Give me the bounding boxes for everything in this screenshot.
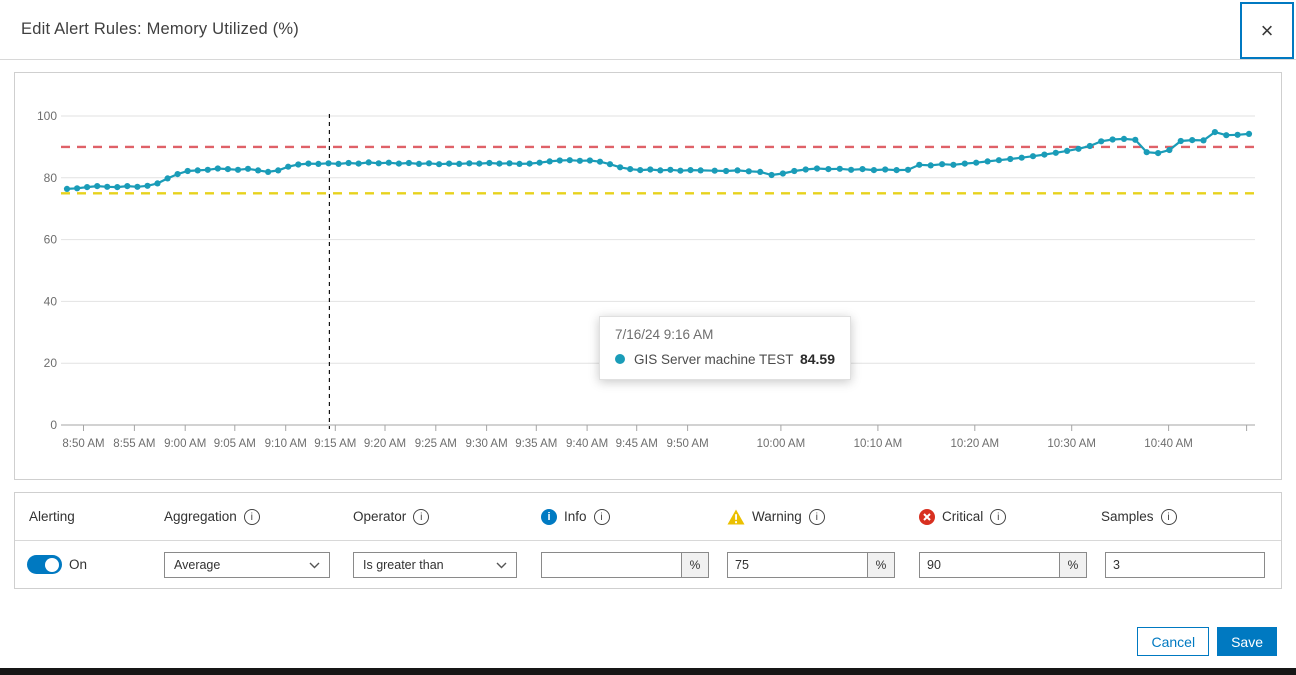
table-header-row: Alerting Aggregation i Operator i i Info… [15,493,1281,541]
svg-text:0: 0 [50,418,57,432]
warning-triangle-icon [727,509,745,525]
close-button[interactable]: × [1240,2,1294,59]
chart-tooltip: 7/16/24 9:16 AM GIS Server machine TEST … [599,316,851,380]
svg-text:9:35 AM: 9:35 AM [515,438,557,450]
svg-text:9:05 AM: 9:05 AM [214,438,256,450]
info-threshold-input[interactable] [541,551,682,578]
svg-text:8:55 AM: 8:55 AM [113,438,155,450]
info-info-icon[interactable]: i [593,508,610,525]
svg-text:10:20 AM: 10:20 AM [951,438,1000,450]
svg-text:40: 40 [44,294,58,308]
warning-threshold-input[interactable] [727,551,868,578]
dialog-title: Edit Alert Rules: Memory Utilized (%) [21,20,299,38]
header-operator: Operator i [353,493,430,540]
alert-rules-table: Alerting Aggregation i Operator i i Info… [14,492,1282,589]
svg-text:10:40 AM: 10:40 AM [1144,438,1193,450]
chevron-down-icon [496,558,507,572]
svg-text:9:25 AM: 9:25 AM [415,438,457,450]
aggregation-select[interactable]: Average [164,551,330,578]
samples-info-icon[interactable]: i [1160,508,1177,525]
info-threshold-cell: % [541,541,709,588]
svg-text:9:20 AM: 9:20 AM [364,438,406,450]
svg-text:9:45 AM: 9:45 AM [616,438,658,450]
alerting-toggle[interactable] [27,555,62,574]
cancel-button[interactable]: Cancel [1137,627,1210,656]
critical-info-icon[interactable]: i [990,508,1007,525]
header-samples: Samples i [1101,493,1177,540]
svg-text:10:10 AM: 10:10 AM [854,438,903,450]
aggregation-info-icon[interactable]: i [243,508,260,525]
critical-threshold-input[interactable] [919,551,1060,578]
warning-threshold-cell: % [727,541,895,588]
svg-text:9:30 AM: 9:30 AM [465,438,507,450]
save-button[interactable]: Save [1217,627,1277,656]
header-info: i Info i [541,493,610,540]
critical-circle-icon [919,508,935,525]
tooltip-datetime: 7/16/24 9:16 AM [615,327,714,342]
svg-text:9:15 AM: 9:15 AM [314,438,356,450]
window-bottom-edge [0,668,1296,675]
samples-cell [1105,541,1265,588]
svg-text:9:50 AM: 9:50 AM [666,438,708,450]
header-warning: Warning i [727,493,825,540]
chart-panel: 100 80 60 40 20 0 8:50 AM 8:55 AM 9:00 AM 9:05 AM… [14,72,1282,480]
warning-info-icon[interactable]: i [808,508,825,525]
svg-text:10:00 AM: 10:00 AM [757,438,806,450]
svg-text:9:00 AM: 9:00 AM [164,438,206,450]
svg-text:10:30 AM: 10:30 AM [1047,438,1096,450]
info-status-icon: i [541,508,557,525]
aggregation-cell: Average [164,541,330,588]
close-icon: × [1260,17,1274,43]
table-control-row: On Average Is greater than [15,541,1281,588]
svg-text:60: 60 [44,233,58,247]
alerting-state-label: On [69,557,88,572]
svg-text:8:50 AM: 8:50 AM [62,438,104,450]
dialog-header: Edit Alert Rules: Memory Utilized (%) [0,0,1296,60]
dialog-footer: Cancel Save [1137,627,1277,656]
critical-unit-label: % [1059,551,1087,578]
chevron-down-icon [309,558,320,572]
header-critical: Critical i [919,493,1007,540]
series-dot-icon [615,354,625,364]
critical-threshold-cell: % [919,541,1087,588]
svg-text:9:10 AM: 9:10 AM [265,438,307,450]
svg-text:20: 20 [44,356,58,370]
svg-text:80: 80 [44,171,58,185]
warning-unit-label: % [867,551,895,578]
operator-select[interactable]: Is greater than [353,551,517,578]
svg-text:100: 100 [37,109,57,123]
operator-cell: Is greater than [353,541,517,588]
header-aggregation: Aggregation i [164,493,260,540]
tooltip-value: 84.59 [799,351,835,367]
info-unit-label: % [681,551,709,578]
memory-utilization-chart[interactable]: 100 80 60 40 20 0 8:50 AM 8:55 AM 9:00 AM 9:05 AM… [15,73,1279,476]
header-alerting: Alerting [29,509,75,524]
operator-info-icon[interactable]: i [413,508,430,525]
samples-input[interactable] [1105,551,1265,578]
svg-text:9:40 AM: 9:40 AM [566,438,608,450]
alerting-cell: On [27,541,87,588]
tooltip-series-label: GIS Server machine TEST [634,351,794,367]
